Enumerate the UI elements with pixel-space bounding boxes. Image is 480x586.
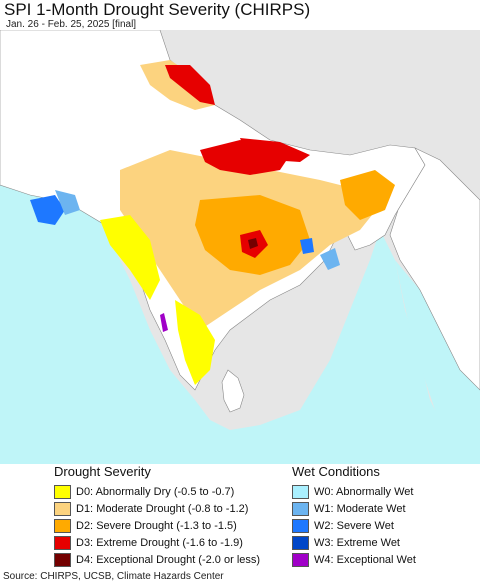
swatch-w2: [292, 518, 309, 533]
patch-w4-coast: [160, 313, 168, 332]
swatch-d2: [54, 518, 71, 533]
legend-item-w3: W3: Extreme Wet: [292, 534, 416, 551]
legend-wet-heading: Wet Conditions: [292, 464, 380, 479]
legend-label: D0: Abnormally Dry (-0.5 to -0.7): [76, 485, 235, 498]
drought-map: [0, 30, 480, 464]
legend-wet: Wet Conditions W0: Abnormally Wet W1: Mo…: [292, 464, 416, 568]
swatch-w1: [292, 501, 309, 516]
map-title: SPI 1-Month Drought Severity (CHIRPS): [4, 0, 311, 19]
swatch-w4: [292, 552, 309, 567]
patch-d4-spot: [248, 238, 258, 249]
ocean-east: [395, 260, 480, 464]
swatch-d0: [54, 484, 71, 499]
patch-d2-northeast: [340, 170, 395, 220]
legend-item-w1: W1: Moderate Wet: [292, 500, 416, 517]
swatch-d1: [54, 501, 71, 516]
legend-item-d0: D0: Abnormally Dry (-0.5 to -0.7): [54, 483, 260, 500]
legend-label: W4: Exceptional Wet: [314, 553, 416, 566]
patch-w2-east: [300, 238, 314, 254]
wet-patches: [30, 190, 340, 332]
patch-d3-nepal: [240, 138, 310, 162]
ocean: [0, 180, 470, 464]
legend-item-w2: W2: Severe Wet: [292, 517, 416, 534]
legend-item-d2: D2: Severe Drought (-1.3 to -1.5): [54, 517, 260, 534]
legend-label: W0: Abnormally Wet: [314, 485, 414, 498]
swatch-d4: [54, 552, 71, 567]
legend-item-d1: D1: Moderate Drought (-0.8 to -1.2): [54, 500, 260, 517]
legend-drought-heading: Drought Severity: [54, 464, 151, 479]
legend-item-w4: W4: Exceptional Wet: [292, 551, 416, 568]
patch-w2-gujarat: [30, 195, 65, 225]
legend-label: D3: Extreme Drought (-1.6 to -1.9): [76, 536, 243, 549]
patch-d0-south: [175, 300, 215, 385]
patch-d0-west: [100, 215, 160, 300]
legend-label: W2: Severe Wet: [314, 519, 394, 532]
swatch-w3: [292, 535, 309, 550]
legend-label: D4: Exceptional Drought (-2.0 or less): [76, 553, 261, 566]
legend-label: W3: Extreme Wet: [314, 536, 400, 549]
land-sri-lanka: [221, 369, 245, 413]
legend-item-d3: D3: Extreme Drought (-1.6 to -1.9): [54, 534, 260, 551]
legend-item-w0: W0: Abnormally Wet: [292, 483, 416, 500]
swatch-d3: [54, 535, 71, 550]
legend-label: W1: Moderate Wet: [314, 502, 406, 515]
map-subtitle: Jan. 26 - Feb. 25, 2025 [final]: [6, 19, 137, 30]
legend-drought: Drought Severity D0: Abnormally Dry (-0.…: [54, 464, 260, 568]
land-east: [389, 147, 480, 391]
legend-label: D1: Moderate Drought (-0.8 to -1.2): [76, 502, 249, 515]
patch-w1-east: [320, 248, 340, 270]
patch-d3-kashmir: [165, 65, 215, 105]
swatch-w0: [292, 484, 309, 499]
drought-patches: [100, 60, 395, 385]
legend-label: D2: Severe Drought (-1.3 to -1.5): [76, 519, 237, 532]
legend-item-d4: D4: Exceptional Drought (-2.0 or less): [54, 551, 260, 568]
source-credit: Source: CHIRPS, UCSB, Climate Hazards Ce…: [3, 571, 224, 582]
patch-w1-gujarat: [55, 190, 80, 215]
